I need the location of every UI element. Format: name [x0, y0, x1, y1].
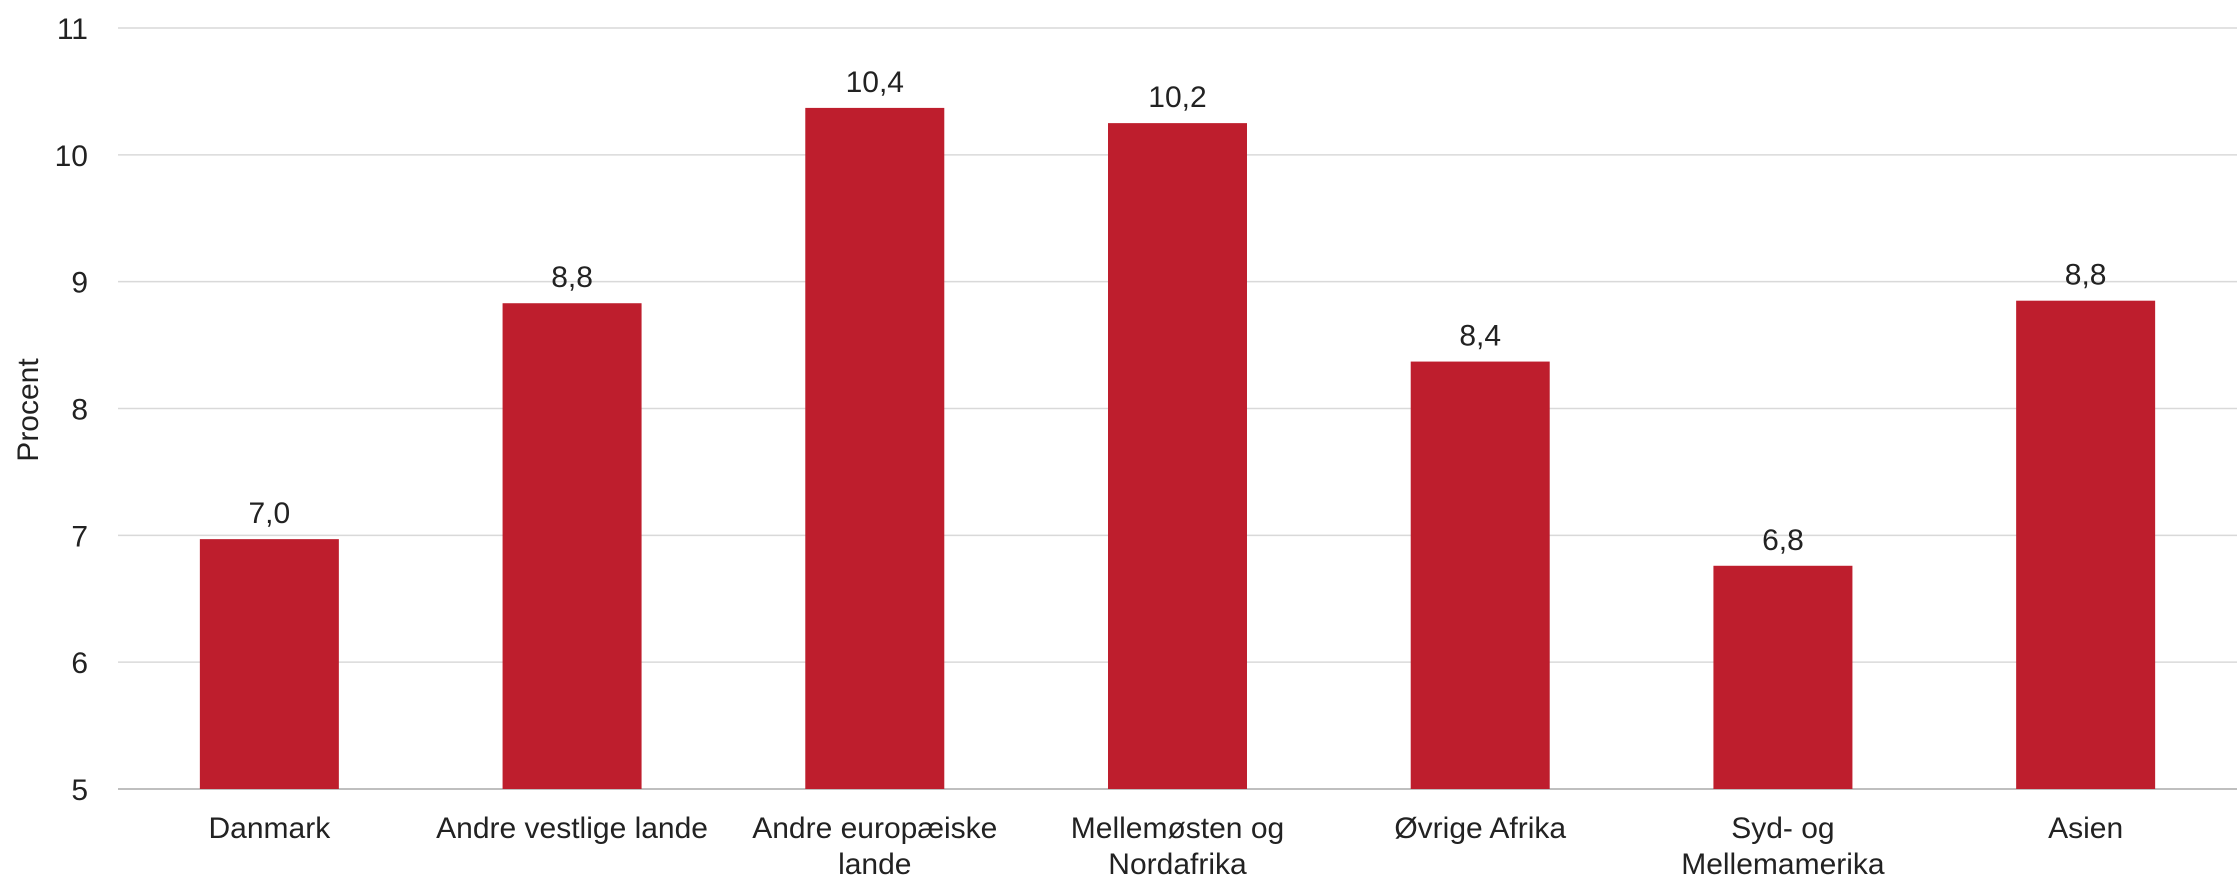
category-label: Øvrige Afrika [1394, 812, 1566, 845]
category-label-line: Mellemamerika [1681, 848, 1885, 880]
data-labels: 7,0 8,8 10,4 10,2 8,4 6,8 8,8 [248, 66, 2106, 557]
category-label: Andre vestlige lande [436, 812, 708, 845]
y-tick-label: 10 [55, 140, 88, 173]
category-label-line: Nordafrika [1108, 848, 1247, 880]
y-tick-label: 8 [71, 394, 88, 427]
y-axis-title: Procent [12, 358, 45, 462]
bar [1410, 361, 1550, 789]
y-tick-label: 11 [57, 13, 88, 46]
data-label: 6,8 [1762, 524, 1804, 557]
bar [1713, 565, 1853, 789]
category-label-line: Øvrige Afrika [1394, 812, 1566, 845]
category-labels: Danmark Andre vestlige lande Andre europæi… [209, 812, 2124, 880]
data-label: 8,8 [551, 261, 593, 294]
y-tick-label: 7 [71, 520, 88, 553]
category-label: Asien [2048, 812, 2123, 845]
category-label-line: Asien [2048, 812, 2123, 845]
category-label-line: Mellemøsten og [1071, 812, 1284, 845]
y-tick-label: 6 [71, 647, 88, 680]
category-label: Andre europæiske lande [752, 812, 997, 880]
category-label-line: Syd- og [1731, 812, 1834, 845]
category-label-line: Danmark [209, 812, 332, 845]
category-label-line: Andre vestlige lande [436, 812, 708, 845]
data-label: 7,0 [248, 497, 290, 530]
data-label: 8,8 [2065, 259, 2107, 292]
y-tick-label: 9 [71, 267, 88, 300]
category-label: Mellemøsten og Nordafrika [1071, 812, 1284, 880]
category-label: Syd- og Mellemamerika [1681, 812, 1885, 880]
y-axis-ticks: 5 6 7 8 9 10 11 [55, 13, 88, 807]
category-label-line: lande [838, 848, 911, 880]
data-label: 10,4 [846, 66, 904, 99]
bar [199, 539, 339, 789]
data-label: 10,2 [1148, 81, 1206, 114]
category-label: Danmark [209, 812, 332, 845]
category-label-line: Andre europæiske [752, 812, 997, 845]
bars [199, 107, 2156, 789]
bar [502, 303, 642, 789]
bar [1108, 123, 1247, 789]
data-label: 8,4 [1459, 320, 1501, 353]
y-tick-label: 5 [71, 774, 88, 807]
bar [805, 107, 945, 789]
bar [2016, 300, 2156, 789]
